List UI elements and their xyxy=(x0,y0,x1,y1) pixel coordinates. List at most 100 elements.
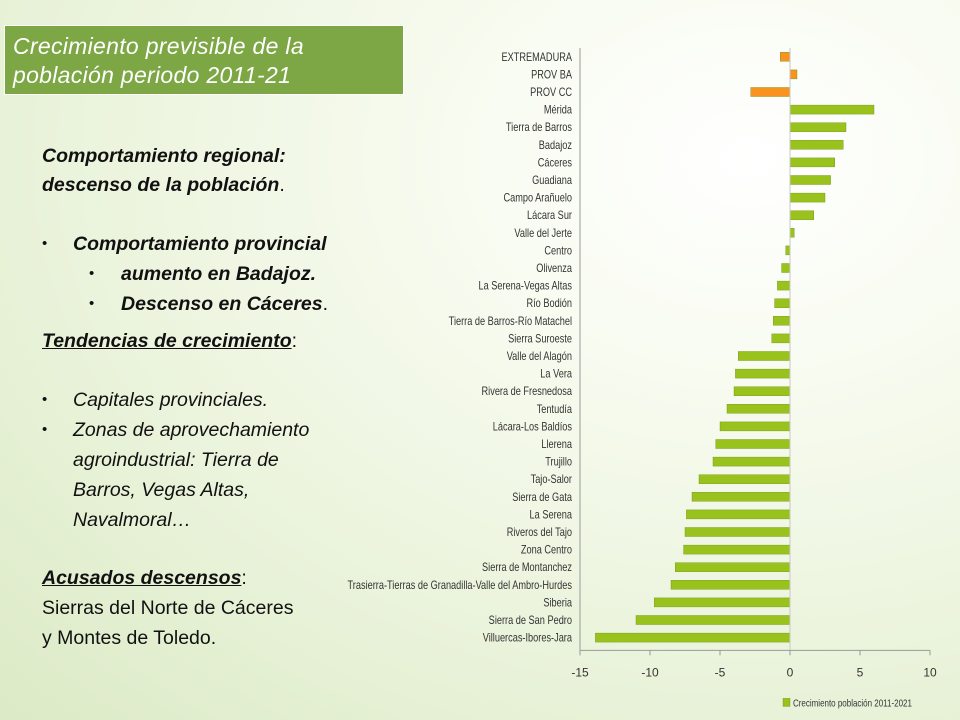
category-label-17: Sierra Suroeste xyxy=(508,334,572,346)
trends-item-capitals: Capitales provinciales. xyxy=(42,385,414,415)
bar-26 xyxy=(691,492,791,502)
x-tick-label-4: 0 xyxy=(787,665,794,679)
bar-18 xyxy=(738,351,791,361)
category-label-3: PROV CC xyxy=(530,87,572,99)
bar-15 xyxy=(774,298,791,308)
declines-line-2: y Montes de Toledo. xyxy=(42,627,217,649)
category-label-8: Guadiana xyxy=(532,175,572,187)
declines-heading: Acusados descensos: xyxy=(42,564,414,593)
category-label-1: EXTREMADURA xyxy=(502,52,573,64)
category-label-33: Sierra de San Pedro xyxy=(489,615,572,627)
category-label-21: Tentudía xyxy=(537,404,572,416)
bar-5 xyxy=(789,122,847,132)
bar-2 xyxy=(789,69,798,80)
category-label-12: Centro xyxy=(544,246,572,258)
category-label-27: La Serena xyxy=(530,510,573,522)
bar-17 xyxy=(771,333,791,344)
category-label-14: La Serena-Vegas Altas xyxy=(478,281,572,293)
bar-32 xyxy=(654,597,791,608)
regional-heading-text: descenso de la población xyxy=(42,174,280,196)
category-label-32: Siberia xyxy=(543,598,572,610)
category-label-22: Lácara-Los Baldíos xyxy=(493,422,572,434)
x-tick-label-3: -5 xyxy=(715,665,726,679)
regional-heading-line-1: Comportamiento regional: xyxy=(42,145,286,167)
x-tick-label-2: -10 xyxy=(641,665,659,679)
category-label-31: Trasierra-Tierras de Granadilla-Valle de… xyxy=(348,580,572,592)
bar-22 xyxy=(719,421,791,432)
category-label-23: Llerena xyxy=(541,439,572,451)
category-label-19: La Vera xyxy=(540,369,572,381)
trends-item-agroindustrial: Zonas de aprovechamiento xyxy=(42,415,414,445)
bar-34 xyxy=(595,632,791,643)
bar-10 xyxy=(789,210,814,220)
declines-line-1: Sierras del Norte de Cáceres xyxy=(42,597,294,619)
category-label-4: Mérida xyxy=(544,105,572,117)
bar-19 xyxy=(735,368,791,379)
slide-title-line-1: Crecimiento previsible de la xyxy=(13,33,304,59)
category-label-13: Olivenza xyxy=(536,263,572,275)
bar-16 xyxy=(773,316,791,326)
trends-item-continuation-3: Navalmoral… xyxy=(73,509,192,531)
slide-title-line-2: población periodo 2011-21 xyxy=(13,62,292,88)
slide-text-block: Comportamiento regional: descenso de la … xyxy=(42,142,414,653)
trends-heading: Tendencias de crecimiento: xyxy=(42,327,414,356)
bar-11 xyxy=(789,228,795,238)
category-label-7: Cáceres xyxy=(538,158,572,170)
category-label-6: Badajoz xyxy=(539,140,572,152)
declines-heading-colon: : xyxy=(241,567,247,589)
provincial-item-caceres-text: Descenso en Cáceres xyxy=(121,293,323,315)
provincial-item-caceres-period: . xyxy=(322,293,329,315)
declines-heading-text: Acusados descensos xyxy=(42,567,242,589)
category-label-18: Valle del Alagón xyxy=(507,351,572,363)
category-label-20: Rivera de Fresnedosa xyxy=(482,386,573,398)
bar-31 xyxy=(670,580,791,590)
bar-33 xyxy=(635,615,791,625)
category-labels-group: EXTREMADURA PROV BA PROV CC Mérida Tierra de… xyxy=(348,52,573,645)
category-label-15: Río Bodión xyxy=(527,298,573,310)
trends-item-continuation-1: agroindustrial: Tierra de xyxy=(73,449,279,471)
bar-27 xyxy=(686,509,791,520)
bar-25 xyxy=(698,474,791,484)
provincial-item-badajoz: aumento en Badajoz. xyxy=(42,259,414,289)
provincial-heading: Comportamiento provincial xyxy=(42,229,414,259)
legend-label: Crecimiento población 2011-2021 xyxy=(793,698,912,709)
category-label-30: Sierra de Montanchez xyxy=(482,562,572,574)
bar-1 xyxy=(780,52,791,62)
bar-14 xyxy=(777,280,791,291)
category-label-11: Valle del Jerte xyxy=(514,228,572,240)
legend-swatch xyxy=(782,698,791,707)
bar-3 xyxy=(750,87,791,97)
bar-20 xyxy=(733,386,791,396)
bar-12 xyxy=(785,245,791,256)
bar-13 xyxy=(781,263,791,273)
bar-9 xyxy=(789,192,826,203)
legend: Crecimiento población 2011-2021 xyxy=(782,698,912,709)
trends-heading-colon: : xyxy=(291,330,298,352)
x-tick-label-5: 5 xyxy=(857,665,864,679)
bar-28 xyxy=(684,527,791,537)
x-axis: -15 -10 -5 0 5 10 xyxy=(571,48,937,679)
slide-title-box: Crecimiento previsible de la población p… xyxy=(4,25,404,95)
bar-6 xyxy=(789,140,844,150)
category-label-26: Sierra de Gata xyxy=(512,492,572,504)
category-label-25: Tajo-Salor xyxy=(531,474,573,486)
population-growth-chart: EXTREMADURA PROV BA PROV CC Mérida Tierra de… xyxy=(348,48,937,709)
regional-heading-period: . xyxy=(279,174,285,196)
category-label-10: Lácara Sur xyxy=(527,210,572,222)
x-tick-label-6: 10 xyxy=(923,665,937,679)
bar-8 xyxy=(789,175,831,185)
bar-4 xyxy=(789,104,875,115)
category-label-5: Tierra de Barros xyxy=(506,122,572,134)
bar-29 xyxy=(683,544,791,555)
bar-21 xyxy=(726,404,791,414)
trends-item-continuation-2: Barros, Vegas Altas, xyxy=(73,479,250,501)
category-label-24: Trujillo xyxy=(545,457,572,469)
bars-group xyxy=(595,52,875,643)
category-label-9: Campo Arañuelo xyxy=(504,193,573,205)
bar-30 xyxy=(675,562,791,572)
category-label-28: Riveros del Tajo xyxy=(507,527,572,539)
regional-heading-line-2: descenso de la población. xyxy=(42,171,414,200)
category-label-16: Tierra de Barros-Río Matachel xyxy=(449,316,572,328)
bar-24 xyxy=(712,456,791,467)
category-label-2: PROV BA xyxy=(531,70,572,82)
